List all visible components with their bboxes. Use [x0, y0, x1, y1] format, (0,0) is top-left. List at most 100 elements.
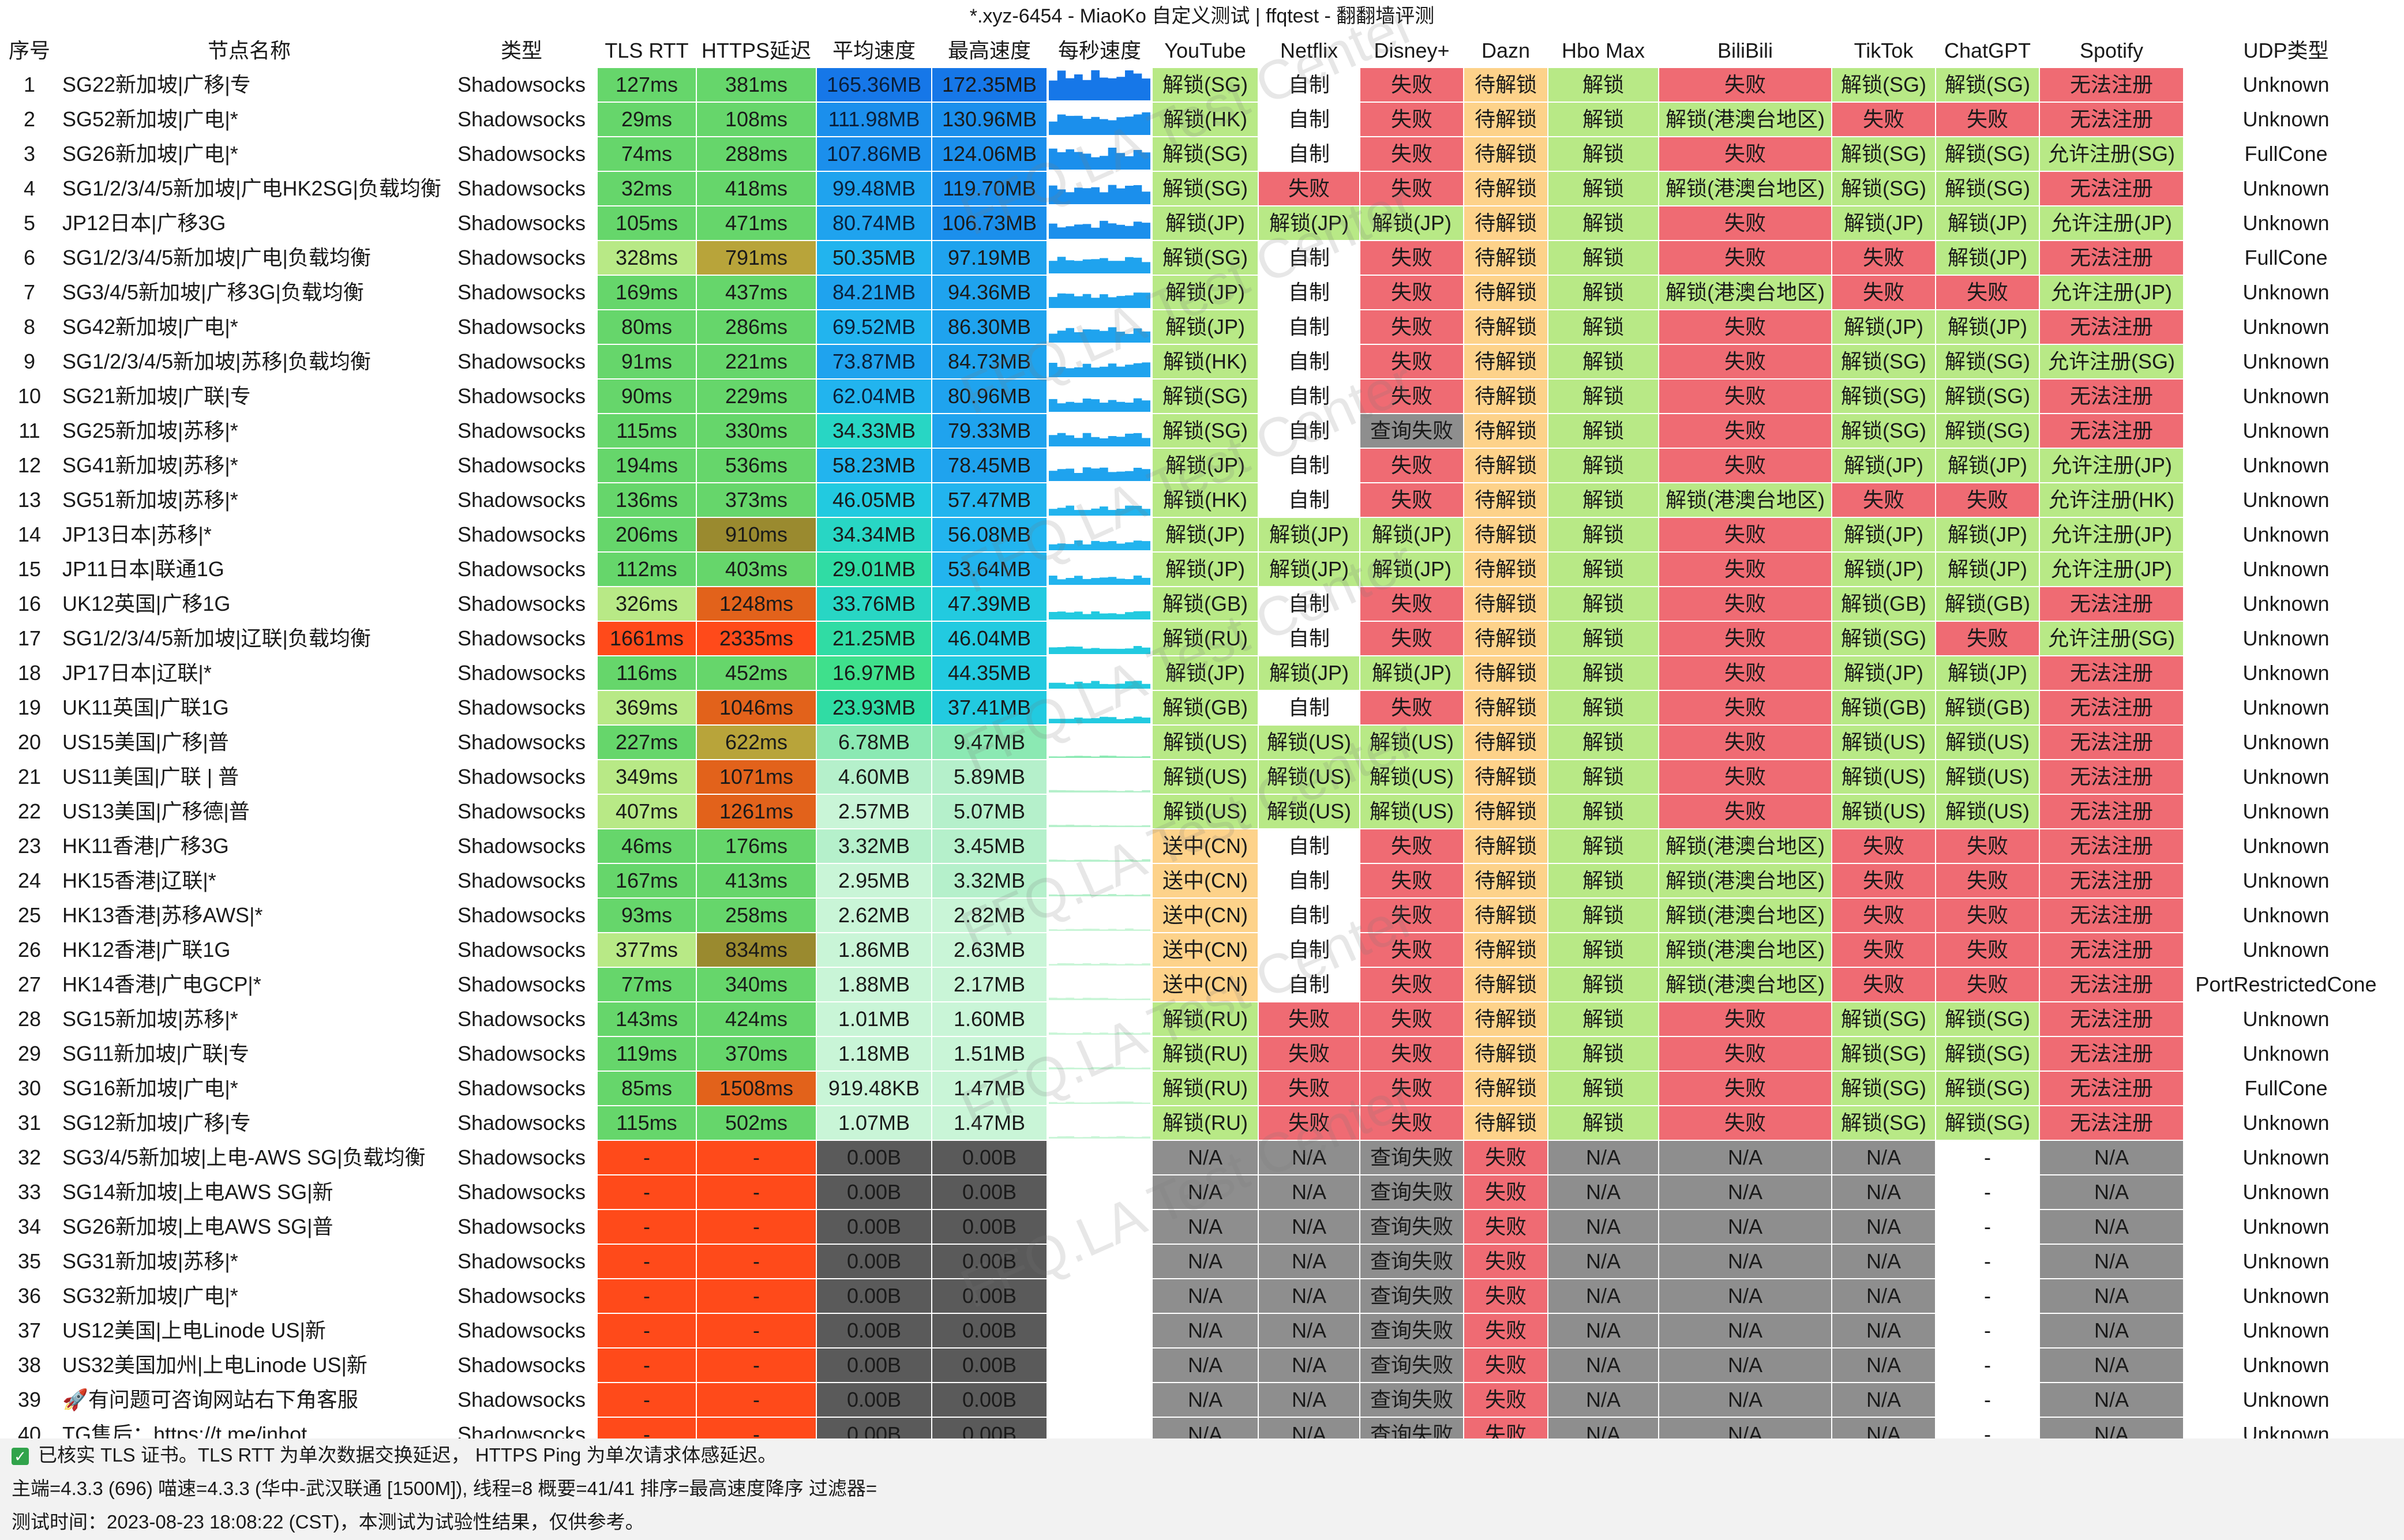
cell-spotify: 允许注册(JP) [2039, 517, 2184, 553]
cell-avg-speed: 2.57MB [816, 794, 932, 829]
table-row[interactable]: 21 US11美国|广联 | 普 Shadowsocks 349ms 1071ms 4.6… [6, 759, 2389, 795]
table-row[interactable]: 38 US32美国加州|上电Linode US|新 Shadowsocks - -0.0… [6, 1347, 2389, 1383]
table-row[interactable]: 8 SG42新加坡|广电|* Shadowsocks 80ms 286ms 69.52MB… [6, 309, 2389, 345]
cell-hbo-max: 解锁 [1547, 205, 1659, 241]
column-header[interactable]: 每秒速度 [1047, 33, 1153, 68]
table-row[interactable]: 1 SG22新加坡|广移|专 Shadowsocks 127ms 381ms 165.36… [6, 67, 2389, 103]
cell-type: Shadowsocks [445, 621, 598, 656]
table-row[interactable]: 34 SG26新加坡|上电AWS SG|普 Shadowsocks - -0.00B 0.… [6, 1209, 2389, 1245]
table-row[interactable]: 7 SG3/4/5新加坡|广移3G|负载均衡 Shadowsocks 169ms 437… [6, 275, 2389, 310]
table-row[interactable]: 26 HK12香港|广联1G Shadowsocks 377ms 834ms 1.86MB… [6, 932, 2389, 968]
table-row[interactable]: 23 HK11香港|广移3G Shadowsocks 46ms 176ms 3.32MB 3… [6, 828, 2389, 864]
cell-chatgpt: 失败 [1935, 828, 2040, 864]
table-row[interactable]: 3 SG26新加坡|广电|* Shadowsocks 74ms 288ms 107.86M… [6, 136, 2389, 172]
table-row[interactable]: 10 SG21新加坡|广联|专 Shadowsocks 90ms 229ms 62.04M… [6, 378, 2389, 414]
table-row[interactable]: 17 SG1/2/3/4/5新加坡|辽联|负载均衡 Shadowsocks 1661m… [6, 621, 2389, 656]
column-header[interactable]: TikTok [1831, 33, 1936, 68]
cell-udp-type: Unknown [2183, 1278, 2389, 1314]
cell-youtube: 解锁(US) [1152, 759, 1259, 795]
table-row[interactable]: 25 HK13香港|苏移AWS|* Shadowsocks 93ms 258ms 2.62… [6, 897, 2389, 933]
table-row[interactable]: 29 SG11新加坡|广联|专 Shadowsocks 119ms 370ms 1.18M… [6, 1036, 2389, 1072]
cell-dazn: 待解锁 [1463, 897, 1548, 933]
column-header[interactable]: HTTPS延迟 [696, 33, 817, 68]
cell-youtube: 解锁(JP) [1152, 309, 1259, 345]
cell-index: 11 [6, 413, 53, 449]
table-row[interactable]: 2 SG52新加坡|广电|* Shadowsocks 29ms 108ms 111.98M… [6, 102, 2389, 137]
column-header[interactable]: Netflix [1258, 33, 1360, 68]
column-header[interactable]: TLS RTT [597, 33, 697, 68]
cell-chatgpt: 解锁(SG) [1935, 136, 2040, 172]
column-header[interactable]: YouTube [1152, 33, 1259, 68]
cell-youtube: N/A [1152, 1347, 1259, 1383]
table-row[interactable]: 33 SG14新加坡|上电AWS SG|新 Shadowsocks - -0.00B 0.… [6, 1174, 2389, 1210]
table-row[interactable]: 6 SG1/2/3/4/5新加坡|广电|负载均衡 Shadowsocks 328ms 7… [6, 240, 2389, 276]
cell-dazn: 失败 [1463, 1347, 1548, 1383]
cell-max-speed: 0.00B [931, 1244, 1048, 1279]
table-row[interactable]: 31 SG12新加坡|广移|专 Shadowsocks 115ms 502ms 1.07M… [6, 1105, 2389, 1141]
cell-dazn: 待解锁 [1463, 448, 1548, 483]
cell-node-name: SG1/2/3/4/5新加坡|辽联|负载均衡 [52, 621, 447, 656]
cell-dazn: 待解锁 [1463, 344, 1548, 380]
cell-index: 9 [6, 344, 53, 380]
speed-sparkline-area [1049, 112, 1150, 135]
table-row[interactable]: 35 SG31新加坡|苏移|* Shadowsocks - -0.00B 0.00B N/A… [6, 1244, 2389, 1279]
table-row[interactable]: 39 🚀有问题可咨询网站右下角客服 Shadowsocks - -0.00B 0.00B N… [6, 1382, 2389, 1418]
table-row[interactable]: 5 JP12日本|广移3G Shadowsocks 105ms 471ms 80.74MB… [6, 205, 2389, 241]
cell-tiktok: 解锁(SG) [1831, 1001, 1936, 1037]
table-row[interactable]: 32 SG3/4/5新加坡|上电-AWS SG|负载均衡 Shadowsocks - -… [6, 1140, 2389, 1175]
table-row[interactable]: 4 SG1/2/3/4/5新加坡|广电HK2SG|负载均衡 Shadowsocks 3… [6, 171, 2389, 206]
cell-hbo-max: 解锁 [1547, 275, 1659, 310]
column-header[interactable]: 平均速度 [816, 33, 932, 68]
cell-max-speed: 0.00B [931, 1278, 1048, 1314]
table-row[interactable]: 20 US15美国|广移|普 Shadowsocks 227ms 622ms 6.78MB… [6, 724, 2389, 760]
table-row[interactable]: 19 UK11英国|广联1G Shadowsocks 369ms 1046ms 23.93… [6, 690, 2389, 726]
cell-hbo-max: N/A [1547, 1209, 1659, 1245]
table-row[interactable]: 37 US12美国|上电Linode US|新 Shadowsocks - -0.00B… [6, 1313, 2389, 1349]
column-header[interactable]: 节点名称 [52, 33, 447, 68]
cell-avg-speed: 165.36MB [816, 67, 932, 103]
cell-chatgpt: 失败 [1935, 967, 2040, 1002]
cell-netflix: N/A [1258, 1174, 1360, 1210]
cell-chatgpt: 失败 [1935, 863, 2040, 899]
table-row[interactable]: 15 JP11日本|联通1G Shadowsocks 112ms 403ms 29.01M… [6, 551, 2389, 587]
table-row[interactable]: 13 SG51新加坡|苏移|* Shadowsocks 136ms 373ms 46.05… [6, 482, 2389, 518]
cell-avg-speed: 919.48KB [816, 1071, 932, 1106]
table-row[interactable]: 18 JP17日本|辽联|* Shadowsocks 116ms 452ms 16.97M… [6, 655, 2389, 691]
cell-youtube: 送中(CN) [1152, 932, 1259, 968]
column-header[interactable]: UDP类型 [2183, 33, 2389, 68]
table-row[interactable]: 28 SG15新加坡|苏移|* Shadowsocks 143ms 424ms 1.01M… [6, 1001, 2389, 1037]
column-header[interactable]: BiliBili [1658, 33, 1832, 68]
table-row[interactable]: 11 SG25新加坡|苏移|* Shadowsocks 115ms 330ms 34.33… [6, 413, 2389, 449]
table-row[interactable]: 36 SG32新加坡|广电|* Shadowsocks - -0.00B 0.00B N/A… [6, 1278, 2389, 1314]
column-header[interactable]: 最高速度 [931, 33, 1048, 68]
cell-disney: 解锁(JP) [1359, 205, 1464, 241]
cell-tiktok: 失败 [1831, 897, 1936, 933]
column-header[interactable]: Spotify [2039, 33, 2184, 68]
cell-node-name: SG51新加坡|苏移|* [52, 482, 447, 518]
column-header[interactable]: 序号 [6, 33, 53, 68]
cell-avg-speed: 0.00B [816, 1347, 932, 1383]
table-row[interactable]: 24 HK15香港|辽联|* Shadowsocks 167ms 413ms 2.95MB… [6, 863, 2389, 899]
table-row[interactable]: 16 UK12英国|广移1G Shadowsocks 326ms 1248ms 33.76… [6, 586, 2389, 622]
cell-speed-graph [1047, 967, 1153, 1002]
cell-avg-speed: 1.88MB [816, 967, 932, 1002]
table-row[interactable]: 27 HK14香港|广电GCP|* Shadowsocks 77ms 340ms 1.88… [6, 967, 2389, 1002]
column-header[interactable]: Disney+ [1359, 33, 1464, 68]
cell-chatgpt: 解锁(SG) [1935, 378, 2040, 414]
column-header[interactable]: Hbo Max [1547, 33, 1659, 68]
table-row[interactable]: 14 JP13日本|苏移|* Shadowsocks 206ms 910ms 34.34M… [6, 517, 2389, 553]
column-header[interactable]: ChatGPT [1935, 33, 2040, 68]
table-row[interactable]: 12 SG41新加坡|苏移|* Shadowsocks 194ms 536ms 58.23… [6, 448, 2389, 483]
cell-speed-graph [1047, 67, 1153, 103]
cell-netflix: 失败 [1258, 1036, 1360, 1072]
table-row[interactable]: 9 SG1/2/3/4/5新加坡|苏移|负载均衡 Shadowsocks 91ms 22… [6, 344, 2389, 380]
cell-youtube: 送中(CN) [1152, 897, 1259, 933]
cell-https-delay: - [696, 1174, 817, 1210]
table-row[interactable]: 22 US13美国|广移德|普 Shadowsocks 407ms 1261ms 2.57… [6, 794, 2389, 829]
column-header[interactable]: 类型 [445, 33, 598, 68]
cell-youtube: N/A [1152, 1174, 1259, 1210]
cell-spotify: N/A [2039, 1244, 2184, 1279]
column-header[interactable]: Dazn [1463, 33, 1548, 68]
cell-disney: 失败 [1359, 967, 1464, 1002]
table-row[interactable]: 30 SG16新加坡|广电|* Shadowsocks 85ms 1508ms 919.4… [6, 1071, 2389, 1106]
